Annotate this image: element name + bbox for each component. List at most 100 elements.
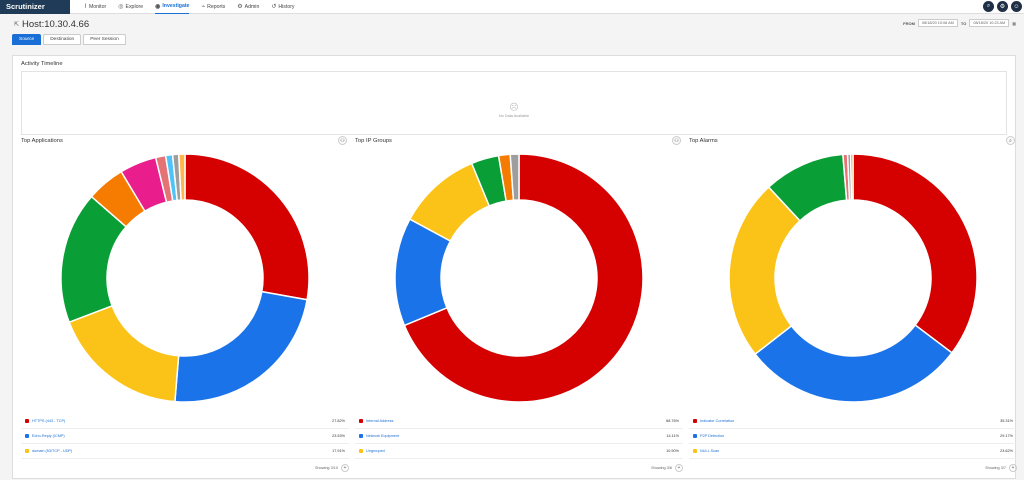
showing-count: Showing 3/6 +	[651, 464, 683, 472]
legend-row[interactable]: Network Equipment 14.11%	[355, 429, 683, 444]
expand-icon[interactable]: +	[1009, 464, 1017, 472]
admin-icon: ⚙	[237, 4, 243, 10]
donut-chart	[395, 154, 643, 402]
legend-row[interactable]: Indicator Correlation 35.31%	[689, 414, 1017, 429]
legend-swatch	[693, 449, 697, 453]
legend-row[interactable]: domain (53/TCP - UDP) 17.91%	[21, 444, 349, 459]
legend-percent: 68.76%	[666, 419, 679, 423]
legend-percent: 10.90%	[666, 449, 679, 453]
card-title: Top Applications	[21, 138, 63, 144]
donut-slice-6[interactable]	[849, 154, 854, 201]
nav-monitor-label: Monitor	[88, 3, 107, 10]
from-date-field[interactable]: 08/18/20 10:08 AM	[917, 19, 958, 27]
nav-explore-label: Explore	[125, 3, 144, 10]
legend-percent: 23.53%	[332, 434, 345, 438]
card-top-applications: Top Applications ⚇ HTTPS (443 - TCP) 27.8…	[21, 134, 349, 480]
nav-reports-label: Reports	[207, 3, 226, 10]
tab-source[interactable]: Source	[12, 34, 42, 45]
legend-percent: 27.82%	[332, 419, 345, 423]
legend-row[interactable]: Internal Address 68.76%	[355, 414, 683, 429]
nav-admin[interactable]: ⚙ Admin	[237, 0, 259, 14]
donut-slice-1[interactable]	[754, 324, 953, 402]
nav-history[interactable]: ↺ History	[271, 0, 294, 14]
expand-icon[interactable]: +	[675, 464, 683, 472]
legend-row[interactable]: Ungrouped 10.90%	[355, 444, 683, 459]
tab-destination[interactable]: Destination	[43, 34, 82, 45]
showing-text: Showing 3/10	[314, 466, 338, 470]
nav-admin-label: Admin	[244, 3, 260, 10]
showing-text: Showing 3/7	[985, 466, 1006, 470]
legend-row[interactable]: NULL Scan 23.62%	[689, 444, 1017, 459]
group-icon[interactable]: ⚇	[672, 136, 681, 145]
external-link-icon[interactable]: ⇱	[14, 21, 20, 28]
legend: Internal Address 68.76% Network Equipment…	[355, 414, 683, 459]
activity-timeline-title: Activity Timeline	[21, 61, 63, 67]
donut-slice-0[interactable]	[852, 154, 977, 354]
no-data-text: No Data Available	[498, 114, 530, 118]
showing-count: Showing 3/7 +	[985, 464, 1017, 472]
legend-row[interactable]: HTTPS (443 - TCP) 27.82%	[21, 414, 349, 429]
legend-swatch	[25, 449, 29, 453]
host-title-text: Host:10.30.4.66	[22, 18, 90, 30]
legend-swatch	[25, 419, 29, 423]
legend-name: Ungrouped	[366, 449, 385, 453]
legend-name: Indicator Correlation	[700, 419, 735, 423]
nav-investigate-label: Investigate	[162, 3, 190, 9]
legend-name: Echo-Reply (ICMP)	[32, 434, 65, 438]
donut-slice-2[interactable]	[68, 304, 180, 402]
donut-chart	[729, 154, 977, 402]
legend-percent: 29.17%	[1000, 434, 1013, 438]
legend-swatch	[359, 449, 363, 453]
card-top-alarms: Top Alarms ⌕ Indicator Correlation 35.31%…	[689, 134, 1017, 480]
settings-icon[interactable]: ⚙	[997, 1, 1008, 12]
legend-swatch	[359, 419, 363, 423]
legend-name: domain (53/TCP - UDP)	[32, 449, 73, 453]
legend-name: Internal Address	[366, 419, 394, 423]
calendar-icon[interactable]: ▦	[1012, 20, 1016, 26]
showing-count: Showing 3/10 +	[315, 464, 349, 472]
donut-slice-0[interactable]	[403, 154, 643, 402]
legend-percent: 17.91%	[332, 449, 345, 453]
expand-icon[interactable]: +	[341, 464, 349, 472]
legend-name: HTTPS (443 - TCP)	[32, 419, 66, 423]
donut-chart	[61, 154, 309, 402]
from-label: FROM	[903, 20, 915, 26]
user-icon[interactable]: ☺	[1011, 1, 1022, 12]
activity-timeline: ☹ No Data Available	[21, 71, 1007, 135]
donut-slice-5[interactable]	[509, 154, 520, 201]
compass-icon: ◎	[118, 4, 124, 10]
group-icon[interactable]: ⚇	[338, 136, 347, 145]
card-title: Top IP Groups	[355, 138, 392, 144]
legend-name: P2P Detection	[700, 434, 725, 438]
page-title: ⇱ Host:10.30.4.66	[14, 19, 89, 30]
legend-name: NULL Scan	[700, 449, 720, 453]
donut-slice-9[interactable]	[178, 154, 186, 201]
to-date-field[interactable]: 08/18/20 10:23 AM	[969, 19, 1010, 27]
reports-icon: ⌁	[201, 4, 206, 10]
legend-row[interactable]: P2P Detection 29.17%	[689, 429, 1017, 444]
showing-text: Showing 3/6	[651, 466, 672, 470]
top-icons: ⌕ ⚙ ☺	[983, 1, 1022, 12]
brand-logo[interactable]: Scrutinizer	[0, 0, 70, 14]
legend: Indicator Correlation 35.31% P2P Detectio…	[689, 414, 1017, 459]
search-icon[interactable]: ⌕	[1006, 136, 1015, 145]
no-data-message: ☹ No Data Available	[499, 102, 529, 118]
host-header: ⇱ Host:10.30.4.66 FROM 08/18/20 10:08 AM…	[0, 14, 1024, 34]
nav-reports[interactable]: ⌁ Reports	[201, 0, 225, 14]
pulse-icon: ⌇	[84, 4, 87, 10]
tab-peer-session[interactable]: Peer Session	[83, 34, 126, 45]
legend-name: Network Equipment	[366, 434, 400, 438]
legend-swatch	[25, 434, 29, 438]
history-icon: ↺	[271, 4, 277, 10]
legend-row[interactable]: Echo-Reply (ICMP) 23.53%	[21, 429, 349, 444]
search-icon[interactable]: ⌕	[983, 1, 994, 12]
card-top-ip-groups: Top IP Groups ⚇ Internal Address 68.76% N…	[355, 134, 683, 480]
donut-slice-0[interactable]	[184, 154, 309, 301]
nav-monitor[interactable]: ⌇ Monitor	[84, 0, 106, 14]
time-range: FROM 08/18/20 10:08 AM TO 08/18/20 10:23…	[903, 19, 1016, 27]
nav-explore[interactable]: ◎ Explore	[118, 0, 143, 14]
no-data-icon: ☹	[509, 102, 519, 112]
donut-slice-1[interactable]	[174, 290, 308, 402]
nav-investigate[interactable]: ◉ Investigate	[155, 0, 190, 14]
legend-percent: 23.62%	[1000, 449, 1013, 453]
